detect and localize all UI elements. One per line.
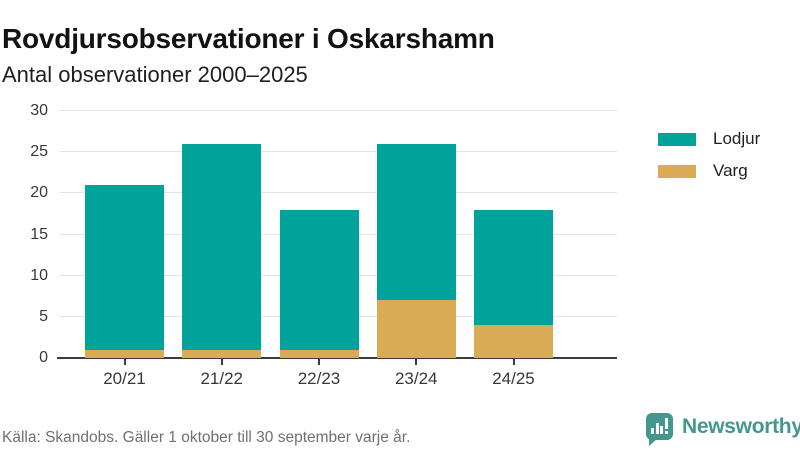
source-note: Källa: Skandobs. Gäller 1 oktober till 3… [2, 429, 411, 446]
y-axis-label-25: 25 [30, 143, 48, 161]
y-axis-label-10: 10 [30, 266, 48, 284]
x-tick-21/22 [220, 359, 223, 365]
x-tick-20/21 [123, 359, 126, 365]
x-axis-label-20/21: 20/21 [103, 369, 146, 388]
x-tick-22/23 [318, 359, 320, 365]
logo-wordmark: Newsworthy [682, 414, 800, 438]
bar-segment-lodjur-21/22 [182, 143, 262, 350]
y-axis-label-20: 20 [30, 184, 48, 202]
x-axis-label-22/23: 22/23 [297, 369, 341, 388]
bar-segment-varg-23/24 [376, 300, 456, 358]
bar-24/25 [474, 209, 553, 358]
y-axis-label-30: 30 [30, 102, 48, 119]
bar-23/24 [376, 143, 456, 358]
legend-item-varg: Varg [658, 161, 760, 181]
y-axis-label-5: 5 [39, 307, 48, 325]
x-tick-24/25 [512, 359, 515, 365]
bar-segment-varg-22/23 [279, 349, 359, 358]
gridline-20 [60, 192, 617, 194]
x-axis-label-24/25: 24/25 [492, 369, 535, 388]
x-axis-label-23/24: 23/24 [394, 369, 438, 388]
chart-subtitle: Antal observationer 2000–2025 [2, 62, 308, 87]
legend-label-varg: Varg [713, 161, 748, 180]
legend-swatch-lodjur [658, 132, 696, 146]
bar-segment-varg-24/25 [474, 325, 553, 358]
x-axis-label-21/22: 21/22 [200, 369, 244, 388]
gridline-30 [60, 110, 617, 111]
bar-segment-lodjur-23/24 [376, 143, 456, 301]
bar-segment-lodjur-22/23 [279, 209, 359, 350]
bar-21/22 [182, 143, 262, 358]
newsworthy-logo: Newsworthy [646, 413, 800, 446]
chart-legend: Lodjur Varg [658, 129, 760, 193]
legend-item-lodjur: Lodjur [658, 129, 760, 149]
bar-segment-lodjur-20/21 [85, 185, 164, 350]
y-axis-label-0: 0 [39, 349, 48, 366]
y-axis-label-15: 15 [30, 225, 48, 243]
page-title: Rovdjursobservationer i Oskarshamn [2, 22, 495, 54]
gridline-25 [60, 151, 617, 153]
bar-segment-lodjur-24/25 [474, 209, 553, 326]
bar-segment-varg-21/22 [182, 349, 262, 358]
bar-segment-varg-20/21 [85, 349, 164, 358]
legend-swatch-varg [658, 164, 696, 178]
plot-area: 20/21 21/22 22/23 23/24 24/25 [57, 110, 617, 388]
x-axis-line [57, 357, 617, 359]
bar-22/23 [279, 209, 359, 358]
bar-chart-speech-bubble-icon [646, 413, 673, 446]
bar-20/21 [85, 185, 164, 358]
x-tick-23/24 [415, 359, 418, 365]
legend-label-lodjur: Lodjur [713, 129, 761, 148]
